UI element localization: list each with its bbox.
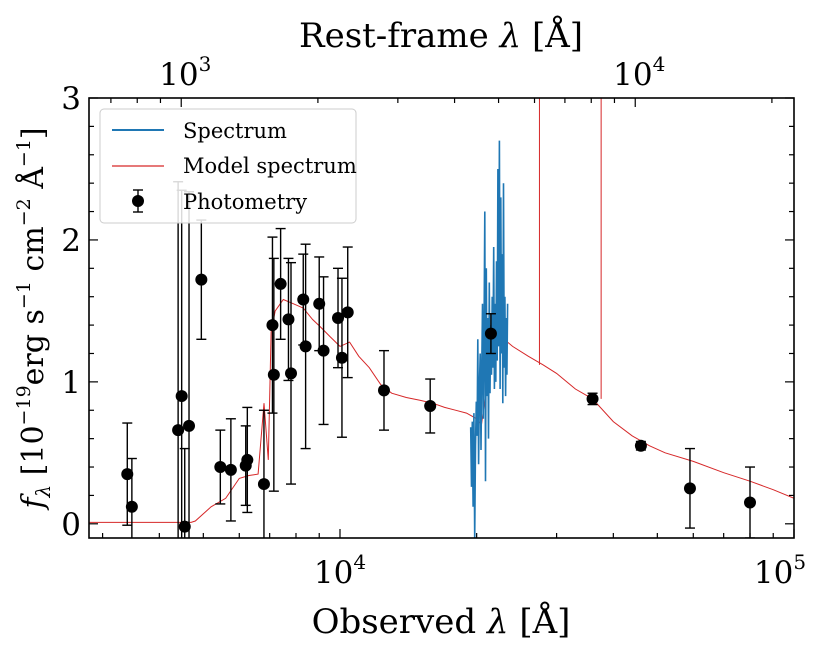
y-tick-label-2: 2 [61, 223, 81, 259]
top-axis-label: Rest-frame λ [Å] [299, 15, 583, 56]
photometry-point-16 [285, 261, 298, 485]
x-tick-label-1: 105 [754, 550, 806, 591]
photometry-point-17 [297, 253, 310, 346]
photometry-points [121, 181, 757, 538]
y-tick-labels: 0 1 2 3 [61, 81, 81, 543]
photometry-point-26 [484, 313, 497, 355]
photometry-point-21 [332, 267, 345, 369]
legend-label-photometry: Photometry [183, 190, 307, 214]
photometry-point-22 [335, 277, 348, 438]
y-tick-label-3: 3 [61, 81, 81, 117]
photometry-point-19 [313, 256, 326, 352]
photometry-point-4 [178, 447, 191, 538]
photometry-point-6 [195, 219, 208, 340]
photometry-point-1 [125, 457, 138, 538]
model-spectrum-line [89, 298, 794, 523]
y-tick-label-0: 0 [61, 507, 81, 543]
top-tick-label-1: 104 [613, 52, 665, 93]
photometry-point-20 [317, 276, 330, 426]
model-emission-lines [538, 98, 602, 399]
photometry-point-15 [282, 257, 295, 382]
photometry-point-8 [224, 418, 237, 522]
photometry-point-24 [377, 349, 390, 431]
photometry-point-30 [744, 466, 757, 538]
legend-swatch-photometry [132, 189, 144, 213]
legend-frame [99, 108, 357, 224]
legend: Spectrum Model spectrum Photometry [99, 108, 357, 224]
photometry-point-12 [266, 236, 279, 414]
x-axis-label: Observed λ [Å] [312, 601, 571, 642]
axis-ticks [89, 97, 795, 538]
photometry-point-13 [267, 257, 280, 492]
top-tick-labels: 103 104 [159, 52, 665, 93]
plot-frame [88, 97, 795, 539]
spectrum-line [469, 140, 509, 538]
y-tick-label-1: 1 [61, 365, 81, 401]
photometry-point-23 [341, 246, 354, 379]
photometry-point-28 [634, 439, 647, 452]
legend-label-spectrum: Spectrum [183, 119, 287, 143]
photometry-point-14 [274, 227, 287, 340]
photometry-point-27 [586, 392, 599, 406]
photometry-point-29 [683, 447, 696, 529]
x-tick-labels: 104 105 [314, 550, 806, 591]
photometry-point-10 [241, 406, 254, 514]
photometry-point-25 [424, 378, 437, 434]
legend-label-model: Model spectrum [183, 154, 357, 178]
photometry-point-5 [183, 190, 196, 538]
photometry-point-11 [257, 409, 270, 538]
x-tick-label-0: 104 [314, 550, 366, 591]
y-axis-label: fλ [10−19erg s−1 cm−2 Å−1] [13, 127, 55, 510]
top-tick-label-0: 103 [159, 52, 211, 93]
photometry-point-18 [299, 243, 312, 450]
photometry-point-7 [214, 429, 227, 505]
